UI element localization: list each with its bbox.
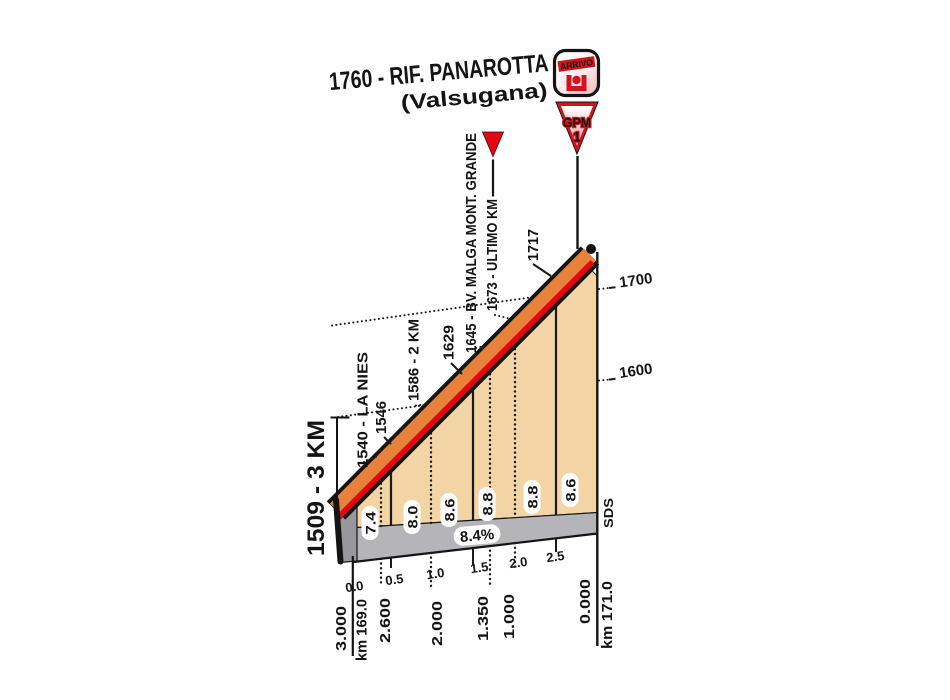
gridline-1700 [331, 295, 538, 327]
bottom-km-labels: 3.000 km 169.0 2.600 2.000 1.350 1.000 0… [333, 579, 616, 661]
elevation-axis-label-1700: 1700 [618, 270, 653, 291]
gradient-pill [361, 506, 379, 540]
gradient-value: 8.0 [406, 506, 421, 529]
bottom-ticks [379, 538, 557, 588]
leader-1629 [450, 362, 463, 375]
gpm-category: 1 [573, 130, 581, 145]
gradient-pills: 7.4 8.0 8.6 8.8 8.8 8.6 [361, 473, 579, 540]
baseline-axis [353, 532, 598, 564]
gradient-pill [523, 480, 541, 514]
x-tick: 1.5 [469, 559, 489, 576]
gradient-pill [403, 500, 421, 534]
leader-1600-dotted [598, 378, 610, 382]
km-to-go-end: 0.000 [577, 579, 594, 624]
leader-ultimo [494, 314, 512, 320]
flamme-rouge-icon [481, 131, 505, 158]
leader-1600-solid [608, 377, 616, 381]
gradient-pill [440, 493, 458, 527]
x-tick: 0.5 [384, 571, 404, 588]
gridline-1600 [337, 403, 431, 418]
x-tick: 2.0 [508, 554, 528, 571]
waypoint-label-2km: 1586 - 2 KM [406, 319, 423, 401]
x-tick: 2.5 [545, 548, 565, 565]
leader-1546 [383, 436, 392, 445]
start-label: 1509 - 3 KM [303, 420, 330, 556]
road-orange-band [329, 248, 597, 516]
route-km-end: km 171.0 [599, 581, 616, 649]
km-to-go-1000: 1.000 [501, 594, 518, 639]
segment-separators [379, 298, 558, 528]
gpm-triangle-inner [561, 106, 593, 146]
waypoint-label-1717: 1717 [525, 229, 542, 261]
road-band [326, 244, 600, 565]
x-tick: 0.0 [344, 578, 364, 595]
arrivo-banner: ARRIVO [556, 54, 597, 74]
sds-credit: SDS [601, 498, 616, 528]
finish-gate-icon [566, 75, 587, 91]
gradient-value: 8.6 [443, 498, 458, 522]
gradient-value: 8.8 [481, 492, 496, 516]
waypoint-label-la-nies: 1540 - LA NIES [355, 352, 372, 468]
route-km-start: km 169.0 [354, 599, 371, 661]
waypoint-label-malga: 1645 - BV. MALGA MONT. GRANDE [463, 133, 480, 353]
elevation-gridlines [331, 295, 538, 418]
avg-gradient-value: 8.4% [459, 526, 495, 546]
axes [330, 252, 599, 656]
right-elevation-leaders [598, 286, 616, 382]
finish-gate-ball [572, 75, 581, 85]
km-to-go-2600: 2.600 [377, 598, 394, 643]
x-tick-labels: 0.0 0.5 1.0 1.5 2.0 2.5 [344, 548, 565, 595]
avg-gradient-pill [453, 524, 501, 546]
arrivo-badge: ARRIVO [552, 48, 601, 98]
arrivo-banner-rect [556, 54, 597, 74]
gradient-value: 8.6 [564, 478, 579, 502]
waypoint-label-1629: 1629 [441, 325, 458, 360]
leader-1700-solid [608, 286, 616, 289]
leader-1717 [532, 263, 552, 277]
gradient-pill [478, 487, 496, 521]
waypoint-label-ultimo-km: 1673 - ULTIMO KM [484, 199, 501, 311]
leader-malga [471, 344, 487, 350]
gradient-pill [561, 473, 579, 507]
summit-cap-dot [586, 244, 596, 254]
finish-gate-shape [566, 75, 587, 91]
road-red-line [335, 260, 595, 521]
x-tick: 1.0 [425, 565, 445, 582]
km-to-go-1350: 1.350 [475, 596, 492, 641]
leader-la-nies [363, 455, 379, 463]
elevation-axis-label-1600: 1600 [618, 360, 653, 381]
gradient-value: 7.4 [364, 511, 379, 535]
leader-1700-dotted [598, 287, 610, 290]
waypoint-labels: 1509 - 3 KM 1540 - LA NIES 1546 1586 - 2… [303, 133, 542, 556]
arrivo-label: ARRIVO [560, 57, 594, 71]
km-to-go-2000: 2.000 [429, 601, 446, 646]
avg-gradient-label: 8.4% [453, 524, 501, 546]
waypoint-leaders [363, 263, 552, 463]
leader-2km [415, 403, 429, 407]
gpm-badge: GPM 1 [555, 101, 599, 156]
gpm-label: GPM [563, 116, 591, 130]
waypoint-label-1546: 1546 [373, 401, 390, 434]
road-left-edge [333, 497, 344, 565]
km-to-go-start: 3.000 [333, 606, 350, 651]
gradient-value: 8.8 [526, 485, 541, 509]
